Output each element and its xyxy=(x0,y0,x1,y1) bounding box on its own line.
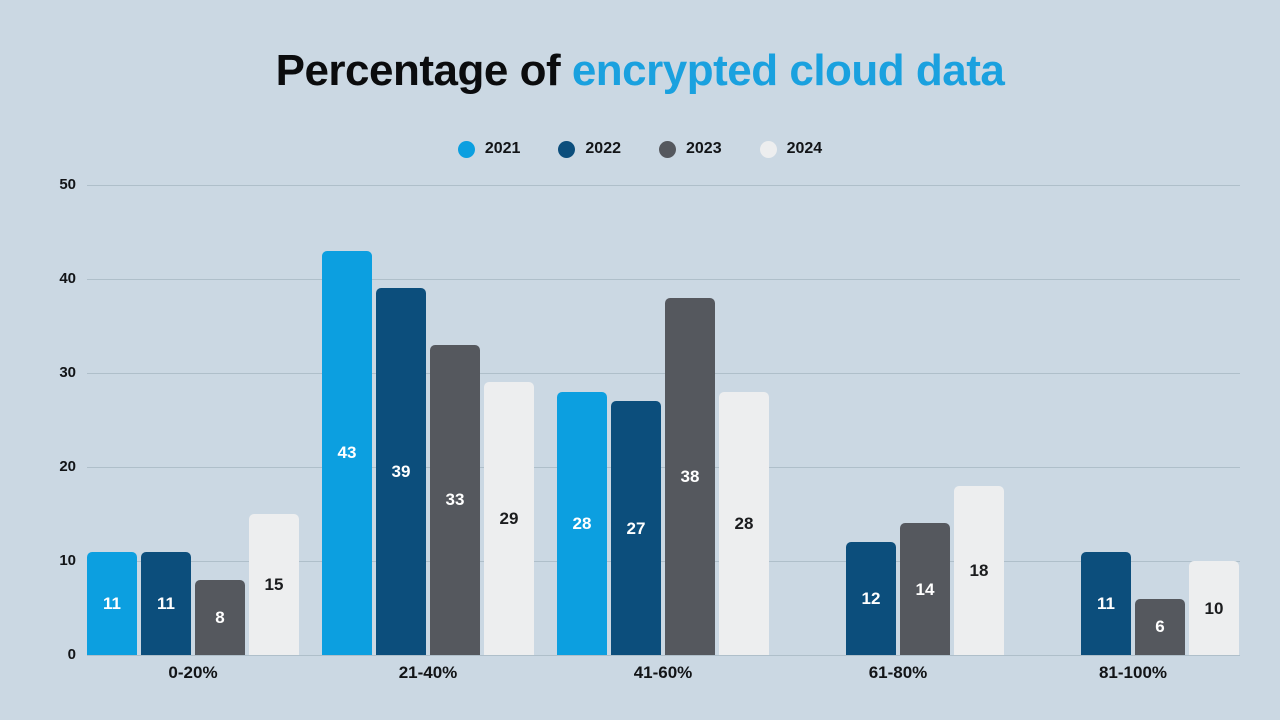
y-axis-tick-label: 50 xyxy=(59,176,76,194)
legend-item-2023: 2023 xyxy=(659,140,722,158)
bar-2021-21-40%: 43 xyxy=(322,250,372,655)
bar-2023-81-100%: 6 xyxy=(1135,598,1185,655)
bar-slot-2024: 10 xyxy=(1189,561,1239,655)
legend-label: 2022 xyxy=(585,140,621,157)
bar-value-label: 12 xyxy=(861,589,881,609)
bar-2022-0-20%: 11 xyxy=(141,551,191,655)
bar-2021-0-20%: 11 xyxy=(87,551,137,655)
bar-2023-0-20%: 8 xyxy=(195,579,245,655)
bar-2022-41-60%: 27 xyxy=(611,401,661,655)
bar-group-41-60%: 28 27 38 28 xyxy=(557,185,769,655)
bar-value-label: 15 xyxy=(264,575,284,594)
chart-title-accent: encrypted cloud data xyxy=(571,46,1005,95)
legend-dot-icon xyxy=(457,140,475,158)
bar-2023-61-80%: 14 xyxy=(900,523,950,655)
category-label-81-100%: 81-100% xyxy=(1098,663,1168,682)
bar-slot-2024: 18 xyxy=(954,485,1004,655)
bar-value-label: 29 xyxy=(499,509,519,529)
legend-item-2021: 2021 xyxy=(457,140,521,158)
bar-2023-41-60%: 38 xyxy=(665,297,715,655)
gridline-20 xyxy=(87,467,1240,468)
y-axis-tick-label: 30 xyxy=(59,364,76,382)
bar-2021-41-60%: 28 xyxy=(557,391,607,655)
bar-value-label: 14 xyxy=(915,579,935,599)
bar-slot-2023: 33 xyxy=(430,344,480,655)
bar-group-21-40%: 43 39 33 29 xyxy=(322,185,534,655)
legend-label: 2021 xyxy=(484,140,521,157)
chart-legend: 2021 2022 2023 2024 xyxy=(0,140,1280,158)
bar-value-label: 43 xyxy=(337,443,357,463)
bar-slot-2024: 28 xyxy=(719,391,769,655)
category-label-61-80%: 61-80% xyxy=(868,663,928,682)
bar-2024-21-40%: 29 xyxy=(484,382,534,655)
category-label-0-20%: 0-20% xyxy=(168,663,218,682)
legend-label: 2024 xyxy=(786,140,823,157)
bar-slot-2022: 12 xyxy=(846,542,896,655)
y-axis-tick-label: 20 xyxy=(59,458,76,476)
bar-slot-2024: 15 xyxy=(249,514,299,655)
gridline-0 xyxy=(87,655,1240,656)
bar-slot-2023: 38 xyxy=(665,297,715,655)
bar-value-label: 33 xyxy=(445,490,465,510)
bar-value-label: 10 xyxy=(1204,598,1224,618)
bar-value-label: 38 xyxy=(680,466,700,486)
bar-value-label: 11 xyxy=(1097,593,1115,613)
bar-2023-21-40%: 33 xyxy=(430,344,480,655)
bar-slot-2023: 14 xyxy=(900,523,950,655)
bar-slot-2022: 39 xyxy=(376,288,426,655)
bar-slot-2024: 29 xyxy=(484,382,534,655)
bar-group-81-100%: 11 6 10 xyxy=(1027,185,1239,655)
bar-2022-81-100%: 11 xyxy=(1081,551,1131,655)
bar-value-label: 11 xyxy=(103,593,121,613)
bar-2022-61-80%: 12 xyxy=(846,542,896,655)
bar-slot-2021: 43 xyxy=(322,250,372,655)
bar-2024-61-80%: 18 xyxy=(954,485,1004,655)
bar-slot-2022: 11 xyxy=(141,551,191,655)
gridline-40 xyxy=(87,279,1240,280)
bar-slot-2023: 6 xyxy=(1135,598,1185,655)
legend-dot-icon xyxy=(759,140,777,158)
category-label-41-60%: 41-60% xyxy=(633,663,693,682)
bar-2024-41-60%: 28 xyxy=(719,391,769,655)
y-axis-tick-label: 0 xyxy=(67,646,76,664)
legend-label: 2023 xyxy=(686,140,722,157)
bar-value-label: 27 xyxy=(626,518,646,538)
bar-value-label: 6 xyxy=(1155,617,1165,637)
gridline-30 xyxy=(87,373,1240,374)
category-label-21-40%: 21-40% xyxy=(398,663,458,682)
bar-value-label: 18 xyxy=(969,560,989,580)
legend-dot-icon xyxy=(558,140,576,158)
bar-slot-2021: 11 xyxy=(87,551,137,655)
bar-value-label: 28 xyxy=(572,513,592,533)
chart-title-prefix: Percentage of xyxy=(275,46,572,95)
gridline-50 xyxy=(87,185,1240,186)
gridline-10 xyxy=(87,561,1240,562)
legend-item-2022: 2022 xyxy=(558,140,621,158)
bar-2024-0-20%: 15 xyxy=(249,514,299,655)
plot-area: 0 10 20 30 40 50 11 11 8 15 0-20% 43 39 33 29 21-40% 28 2… xyxy=(59,176,1240,682)
chart-title: Percentage of encrypted cloud data xyxy=(0,46,1280,96)
y-axis-tick-label: 40 xyxy=(59,270,76,288)
bar-value-label: 28 xyxy=(734,513,754,533)
bar-2024-81-100%: 10 xyxy=(1189,561,1239,655)
bar-group-0-20%: 11 11 8 15 xyxy=(87,185,299,655)
bar-group-61-80%: 12 14 18 xyxy=(792,185,1004,655)
bar-slot-2022: 11 xyxy=(1081,551,1131,655)
bar-value-label: 39 xyxy=(391,462,411,482)
bar-slot-2022: 27 xyxy=(611,401,661,655)
legend-dot-icon xyxy=(659,140,676,158)
bar-value-label: 8 xyxy=(215,607,225,627)
legend-item-2024: 2024 xyxy=(759,140,823,158)
bar-slot-2021: 28 xyxy=(557,391,607,655)
bar-value-label: 11 xyxy=(157,593,175,613)
y-axis-tick-label: 10 xyxy=(59,552,76,570)
bar-2022-21-40%: 39 xyxy=(376,288,426,655)
bar-slot-2023: 8 xyxy=(195,579,245,655)
